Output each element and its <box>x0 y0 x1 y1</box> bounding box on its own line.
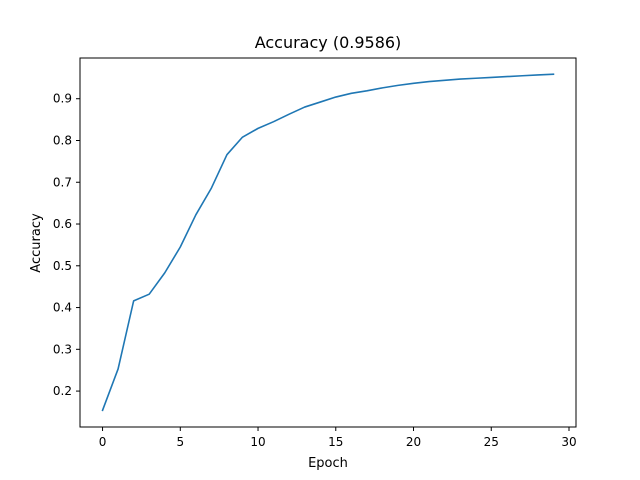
x-axis-label: Epoch <box>308 456 348 471</box>
y-tick-label: 0.9 <box>53 92 72 106</box>
accuracy-series-line <box>101 73 555 412</box>
x-tick-label: 10 <box>250 435 265 449</box>
x-tick-label: 15 <box>328 435 343 449</box>
y-tick-label: 0.8 <box>53 133 72 147</box>
x-tick-label: 0 <box>99 435 107 449</box>
x-tick-label: 20 <box>406 435 421 449</box>
y-tick-label: 0.7 <box>53 175 72 189</box>
y-tick-label: 0.6 <box>53 217 72 231</box>
plot-frame <box>79 57 577 428</box>
y-axis-label: Accuracy <box>29 213 44 273</box>
x-tick-label: 30 <box>561 435 576 449</box>
y-tick-label: 0.4 <box>53 301 72 315</box>
y-tick-label: 0.5 <box>53 259 72 273</box>
plot-area: 0 5 10 15 20 25 30 0.2 0.3 0.4 0.5 0.6 0.7 0.8 0.9 <box>53 57 577 449</box>
x-tick-label: 5 <box>176 435 184 449</box>
y-tick-label: 0.2 <box>53 384 72 398</box>
chart-title: Accuracy (0.9586) <box>255 33 402 52</box>
y-tick-label: 0.3 <box>53 342 72 356</box>
x-tick-label: 25 <box>484 435 499 449</box>
